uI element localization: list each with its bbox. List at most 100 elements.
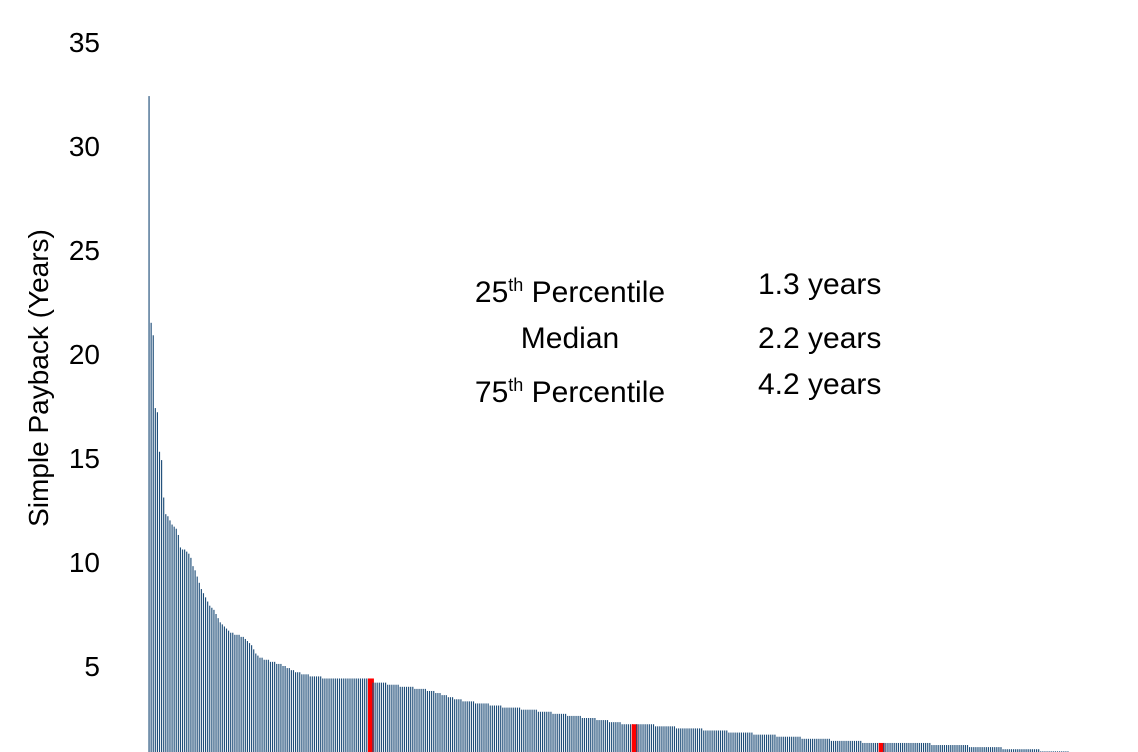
y-tick-label: 20 [69,339,100,370]
bar [213,609,215,752]
bar [181,549,184,752]
bar [707,730,709,752]
highlight-bar [878,742,885,752]
bar [361,678,364,752]
bar [996,747,998,752]
bar [740,732,742,752]
y-tick-label: 30 [69,131,100,162]
bar [510,707,512,752]
bar [401,686,403,752]
bar [826,738,828,752]
stat-label-median: Median [420,316,720,362]
bar [527,709,529,752]
bar [1023,749,1025,752]
bar [969,747,971,752]
bar [728,732,730,752]
bar [464,701,466,752]
bar [215,614,217,752]
bar [797,736,799,752]
bar [770,734,772,752]
bar [571,715,573,752]
bar [753,734,755,752]
bar [161,460,163,752]
bar [219,622,221,752]
bar [862,742,864,752]
highlight-bar [631,724,638,752]
bar [514,707,516,752]
stat-label-25th: 25th Percentile [420,262,720,316]
bar [498,705,500,752]
bar [573,715,575,752]
bar [876,742,879,752]
bar [680,728,682,752]
bar [583,718,586,752]
stat-value-median: 2.2 years [758,322,882,355]
bar [893,742,895,752]
bar [525,709,527,752]
bar [435,693,437,752]
bar [175,528,177,752]
bar [431,690,433,752]
bar [887,742,889,752]
bar [508,707,510,752]
bar [562,713,565,752]
bar [889,742,891,752]
bar [263,659,265,752]
bar [341,678,343,752]
bar [288,668,290,752]
bar [640,724,642,752]
bar [535,709,537,752]
bar [809,738,812,752]
bar [1019,749,1021,752]
bar [326,678,328,752]
bar [646,724,648,752]
bar [443,695,445,752]
bar [456,699,458,752]
stat-label-median-text: Median [520,322,620,355]
bar [412,686,414,752]
bar [1021,749,1023,752]
bar [395,684,397,752]
bar [659,726,661,752]
bar [374,682,376,752]
bar [297,672,299,752]
bar [345,678,347,752]
bar [330,678,332,752]
bar [196,576,198,752]
bar [211,607,213,752]
bar [165,514,167,752]
bar [192,566,194,752]
bar [495,705,498,752]
bar [324,678,326,752]
bar [818,738,820,752]
bar [843,740,845,752]
bar [971,747,973,752]
bar [933,745,935,752]
bar [521,709,523,752]
bar [418,688,420,752]
bar [255,653,257,752]
bar [874,742,876,752]
bar [585,718,588,752]
bar [793,736,795,752]
bar [282,666,284,752]
bar [617,722,619,752]
bar [269,661,272,752]
bar [158,451,161,752]
bar [782,736,784,752]
bar [690,728,692,752]
bar [408,686,410,752]
bar [399,686,401,752]
bar [835,740,837,752]
bar [221,624,223,752]
bar [393,684,395,752]
bar [355,678,357,752]
bar [420,688,422,752]
bar [533,709,535,752]
bar [791,736,793,752]
bar [315,676,318,752]
bar [261,657,263,752]
bar [954,745,956,752]
bar [910,742,912,752]
bar [763,734,766,752]
